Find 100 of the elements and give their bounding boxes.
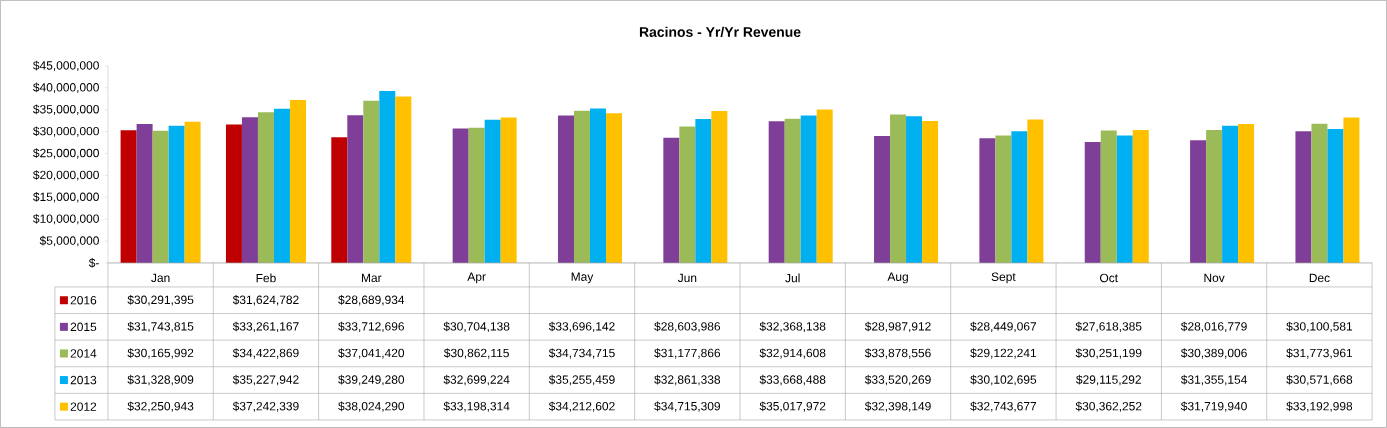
bar <box>1011 131 1028 263</box>
data-label: $32,699,224 <box>443 374 510 386</box>
bar <box>890 114 907 263</box>
data-label: $31,355,154 <box>1180 374 1247 386</box>
bar <box>679 126 696 263</box>
data-label: $33,261,167 <box>232 321 299 333</box>
data-label: $28,016,779 <box>1180 321 1247 333</box>
chart-title: Racinos - Yr/Yr Revenue <box>639 26 801 38</box>
bar <box>695 119 712 263</box>
data-label: $33,696,142 <box>548 321 615 333</box>
y-tick-label: $10,000,000 <box>33 214 99 225</box>
y-tick-label: $- <box>88 258 99 268</box>
bar <box>590 108 606 263</box>
bar <box>1132 130 1149 263</box>
legend-label: 2014 <box>70 349 97 358</box>
legend-label: 2013 <box>70 375 97 385</box>
x-tick-label: Jan <box>151 273 170 283</box>
bar <box>995 135 1012 263</box>
data-label: $35,017,972 <box>759 401 826 412</box>
legend-label: 2015 <box>70 322 97 332</box>
bar <box>331 137 348 263</box>
data-label: $30,165,992 <box>127 348 194 359</box>
data-label: $31,719,940 <box>1180 401 1247 412</box>
data-label: $31,328,909 <box>127 374 194 386</box>
y-tick-label: $35,000,000 <box>33 104 99 115</box>
data-label: $30,362,252 <box>1075 401 1142 412</box>
bar <box>663 137 680 263</box>
data-label: $33,668,488 <box>759 374 826 386</box>
bar <box>1327 129 1344 263</box>
data-label: $29,122,241 <box>970 348 1037 359</box>
bar <box>1027 119 1044 263</box>
data-label: $32,398,149 <box>864 401 931 412</box>
bar <box>768 121 785 263</box>
bar <box>468 127 485 263</box>
data-label: $30,291,395 <box>127 295 194 306</box>
bar <box>347 115 364 263</box>
x-tick-label: Mar <box>361 273 382 283</box>
x-tick-label: Jul <box>785 273 800 283</box>
bar <box>574 110 590 263</box>
data-label: $31,773,961 <box>1286 348 1353 359</box>
x-tick-label: Nov <box>1204 273 1225 283</box>
data-label: $32,743,677 <box>970 401 1037 412</box>
data-label: $30,862,115 <box>443 348 509 359</box>
data-label: $31,624,782 <box>232 295 299 306</box>
bar <box>225 124 242 263</box>
bar <box>558 115 574 263</box>
bar <box>1222 125 1239 263</box>
data-label: $30,102,695 <box>970 374 1037 386</box>
bar <box>273 108 290 263</box>
data-label: $30,389,006 <box>1180 348 1247 359</box>
bar <box>784 118 801 263</box>
x-tick-label: May <box>571 272 594 284</box>
bar <box>1084 142 1101 263</box>
bar <box>1238 124 1255 263</box>
data-label: $34,422,869 <box>232 348 299 359</box>
bar <box>500 117 517 263</box>
bar <box>1116 135 1133 263</box>
data-label: $35,227,942 <box>232 374 299 386</box>
data-label: $37,242,339 <box>232 401 299 412</box>
data-label: $37,041,420 <box>338 348 405 359</box>
data-label: $35,255,459 <box>548 374 615 386</box>
bar <box>136 124 153 263</box>
y-tick-label: $40,000,000 <box>33 82 99 94</box>
y-tick-label: $20,000,000 <box>33 170 99 181</box>
x-tick-label: Apr <box>467 272 486 284</box>
bar <box>711 111 728 263</box>
x-tick-label: Sept <box>991 272 1016 284</box>
data-label: $32,368,138 <box>759 321 826 333</box>
y-tick-label: $45,000,000 <box>33 60 99 72</box>
data-label: $31,177,866 <box>654 348 721 359</box>
x-tick-label: Dec <box>1309 273 1330 283</box>
bar <box>184 121 201 263</box>
bar <box>241 117 258 263</box>
data-label: $30,251,199 <box>1075 348 1142 359</box>
bar <box>152 130 169 263</box>
bar <box>395 96 412 263</box>
data-label: $30,704,138 <box>443 321 510 333</box>
x-tick-label: Oct <box>1100 273 1118 283</box>
bar <box>379 91 396 263</box>
data-label: $27,618,385 <box>1075 321 1142 333</box>
data-label: $29,115,292 <box>1076 374 1141 386</box>
data-label: $34,715,309 <box>654 401 721 412</box>
data-label: $33,712,696 <box>338 321 405 333</box>
data-label: $30,100,581 <box>1286 321 1353 333</box>
bar <box>289 99 306 263</box>
data-label: $34,734,715 <box>548 348 615 359</box>
bar <box>906 116 923 263</box>
legend-label: 2016 <box>70 296 97 305</box>
data-label: $28,689,934 <box>338 295 405 306</box>
x-tick-label: Feb <box>256 273 276 283</box>
x-tick-label: Jun <box>677 273 697 283</box>
data-label: $33,192,998 <box>1286 401 1353 412</box>
bar <box>484 119 501 263</box>
data-label: $30,571,668 <box>1286 374 1353 386</box>
data-label: $33,198,314 <box>443 401 510 412</box>
data-label: $32,861,338 <box>654 374 721 386</box>
data-label: $32,914,608 <box>759 348 826 359</box>
y-tick-label: $15,000,000 <box>33 192 99 203</box>
bar <box>922 121 939 263</box>
bar <box>363 100 380 263</box>
